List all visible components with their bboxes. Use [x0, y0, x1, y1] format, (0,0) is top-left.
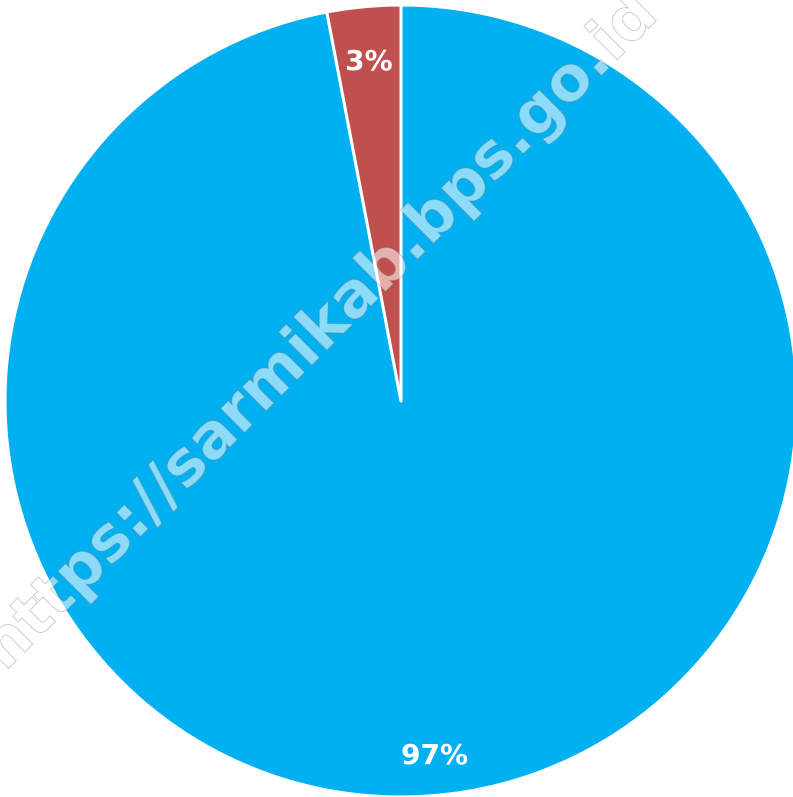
pie-data-label-2: 3% [345, 44, 393, 77]
pie-data-labels: 97% 3% [345, 44, 468, 771]
pie-slices [3, 3, 793, 797]
pie-slice-1 [3, 3, 793, 797]
pie-data-label-1: 97% [401, 738, 468, 771]
pie-slice-2 [325, 3, 403, 403]
